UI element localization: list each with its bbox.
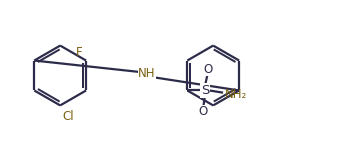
Text: O: O [199,105,208,118]
Text: Cl: Cl [62,109,74,122]
Text: O: O [203,63,212,76]
Text: NH₂: NH₂ [225,88,248,101]
Text: F: F [75,46,82,59]
Text: NH: NH [138,67,155,80]
Text: S: S [201,84,209,97]
